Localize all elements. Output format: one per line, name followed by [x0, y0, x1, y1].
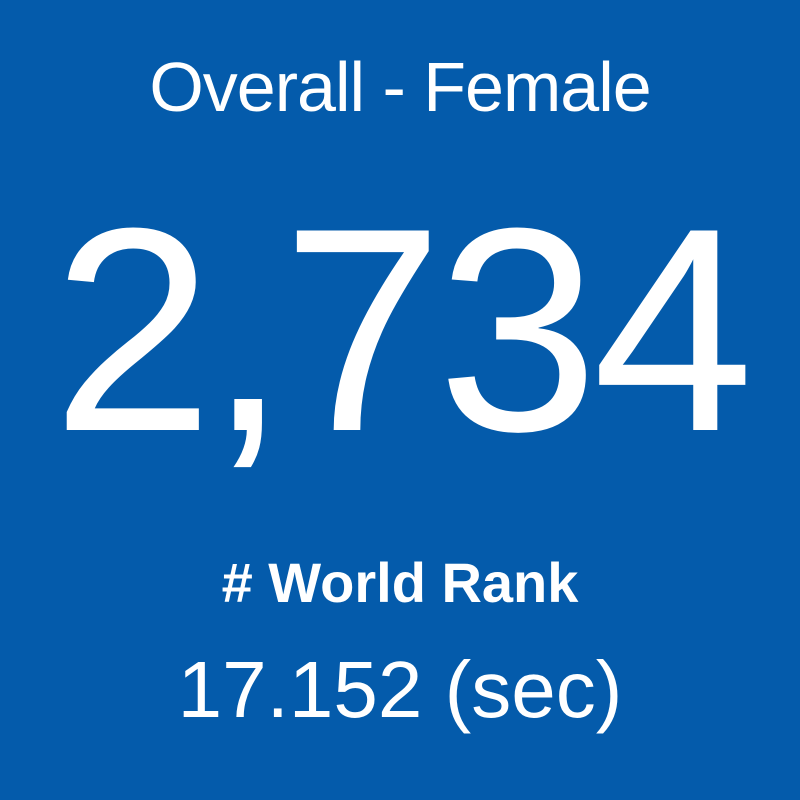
rank-label: # World Rank — [221, 551, 579, 614]
time-value: 17.152 (sec) — [177, 645, 623, 734]
tile-title: Overall - Female — [149, 48, 651, 126]
rank-value: 2,734 — [52, 168, 754, 492]
